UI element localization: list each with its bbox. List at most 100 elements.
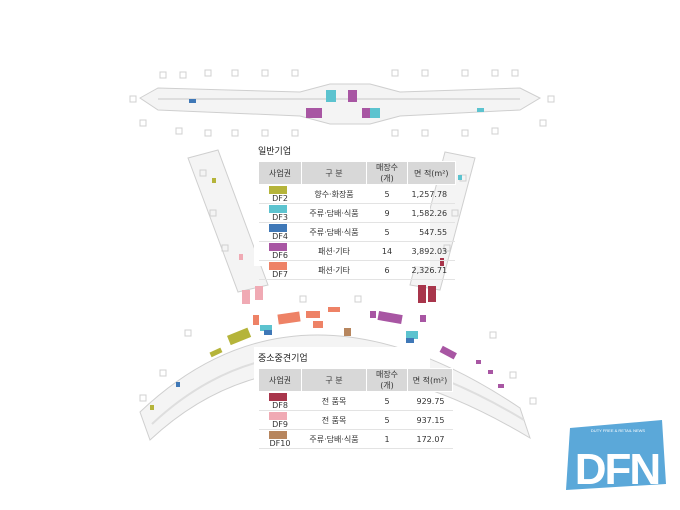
- store-df6: [348, 90, 357, 102]
- store-df3: [406, 331, 418, 339]
- category: 전 품목: [301, 391, 367, 411]
- store-df4: [264, 330, 272, 335]
- zone-code: DF6: [272, 251, 288, 260]
- table-row: DF3 주류·담배·식품 9 1,582.26: [258, 203, 456, 223]
- area: 1,257.78: [407, 184, 456, 204]
- store-df10: [344, 328, 351, 336]
- legend-sme: 중소중견기업 사업권 구 분 매장수(개) 면 적(m²) DF8 전 품목 5…: [258, 351, 453, 449]
- store-count: 5: [366, 184, 408, 204]
- header-area: 면 적(m²): [407, 161, 456, 185]
- zone-code: DF2: [272, 194, 288, 203]
- store-df6: [488, 370, 493, 374]
- legend-general: 일반기업 사업권 구 분 매장수(개) 면 적(m²) DF2 향수·화장품 5…: [258, 144, 456, 280]
- zone-code: DF4: [272, 232, 288, 241]
- store-df3: [458, 175, 462, 180]
- store-df6: [498, 384, 504, 388]
- table-row: DF8 전 품목 5 929.75: [258, 391, 453, 411]
- store-df7: [328, 307, 340, 312]
- legend-general-table: 사업권 구 분 매장수(개) 면 적(m²) DF2 향수·화장품 5 1,25…: [258, 161, 456, 280]
- table-row: DF6 패션·기타 14 3,892.03: [258, 241, 456, 261]
- header-area: 면 적(m²): [407, 368, 453, 392]
- area: 547.55: [407, 222, 456, 242]
- store-count: 9: [366, 203, 408, 223]
- store-count: 5: [366, 410, 408, 430]
- logo-text: DFN: [575, 445, 659, 493]
- store-df8: [418, 285, 426, 303]
- area: 3,892.03: [407, 241, 456, 261]
- store-df6: [377, 310, 403, 325]
- category: 향수·화장품: [301, 184, 367, 204]
- store-df3: [260, 325, 272, 331]
- swatch-df6: [268, 242, 287, 251]
- store-df4: [406, 338, 414, 343]
- store-df3: [370, 108, 380, 118]
- area: 929.75: [407, 391, 453, 411]
- store-df6: [420, 315, 426, 322]
- legend-general-title: 일반기업: [258, 147, 292, 157]
- header-category: 구 분: [301, 161, 367, 185]
- swatch-df7: [268, 261, 287, 270]
- header-zone: 사업권: [258, 161, 302, 185]
- store-df7: [277, 311, 301, 325]
- store-df7: [253, 315, 259, 325]
- store-df2: [209, 347, 223, 358]
- store-df9: [239, 254, 243, 260]
- swatch-df2: [268, 185, 287, 194]
- zone-code: DF7: [272, 270, 288, 279]
- store-df4: [477, 108, 484, 112]
- zone-code: DF10: [269, 439, 291, 448]
- store-df7: [313, 321, 323, 328]
- swatch-df9: [268, 411, 287, 420]
- legend-sme-title: 중소중견기업: [258, 354, 308, 364]
- store-count: 5: [366, 391, 408, 411]
- store-df9: [242, 290, 250, 304]
- legend-sme-table: 사업권 구 분 매장수(개) 면 적(m²) DF8 전 품목 5 929.75…: [258, 368, 453, 449]
- store-df3: [326, 90, 336, 102]
- table-row: DF7 패션·기타 6 2,326.71: [258, 260, 456, 280]
- area: 172.07: [407, 429, 453, 449]
- category: 주류·담배·식품: [301, 203, 367, 223]
- category: 주류·담배·식품: [301, 429, 367, 449]
- store-df4: [176, 382, 180, 387]
- category: 패션·기타: [301, 260, 367, 280]
- store-df7: [306, 311, 320, 318]
- store-df6: [439, 345, 457, 360]
- category: 주류·담배·식품: [301, 222, 367, 242]
- category: 전 품목: [301, 410, 367, 430]
- header-category: 구 분: [301, 368, 367, 392]
- store-df2: [212, 178, 216, 183]
- dfn-logo: DUTY FREE & RETAIL NEWS DFN: [566, 420, 666, 493]
- swatch-df4: [268, 223, 287, 232]
- table-row: DF10 주류·담배·식품 1 172.07: [258, 429, 453, 449]
- store-df8: [428, 286, 436, 302]
- swatch-df10: [268, 430, 287, 439]
- area: 2,326.71: [407, 260, 456, 280]
- store-df6: [362, 108, 370, 118]
- table-row: DF2 향수·화장품 5 1,257.78: [258, 184, 456, 204]
- logo-tagline: DUTY FREE & RETAIL NEWS: [591, 428, 645, 433]
- store-df2: [150, 405, 154, 410]
- store-df6: [476, 360, 481, 364]
- store-count: 6: [366, 260, 408, 280]
- store-count: 5: [366, 222, 408, 242]
- store-df9: [255, 286, 263, 300]
- store-df6: [370, 311, 376, 318]
- header-stores: 매장수(개): [366, 368, 408, 392]
- store-df4: [189, 99, 196, 103]
- table-row: DF4 주류·담배·식품 5 547.55: [258, 222, 456, 242]
- header-zone: 사업권: [258, 368, 302, 392]
- store-df2: [227, 327, 252, 346]
- zone-code: DF8: [272, 401, 288, 410]
- table-row: DF9 전 품목 5 937.15: [258, 410, 453, 430]
- store-count: 1: [366, 429, 408, 449]
- swatch-df3: [268, 204, 287, 213]
- category: 패션·기타: [301, 241, 367, 261]
- zone-code: DF9: [272, 420, 288, 429]
- store-count: 14: [366, 241, 408, 261]
- main-terminal-map: [129, 69, 555, 137]
- swatch-df8: [268, 392, 287, 401]
- area: 937.15: [407, 410, 453, 430]
- area: 1,582.26: [407, 203, 456, 223]
- store-df6: [306, 108, 322, 118]
- header-stores: 매장수(개): [366, 161, 408, 185]
